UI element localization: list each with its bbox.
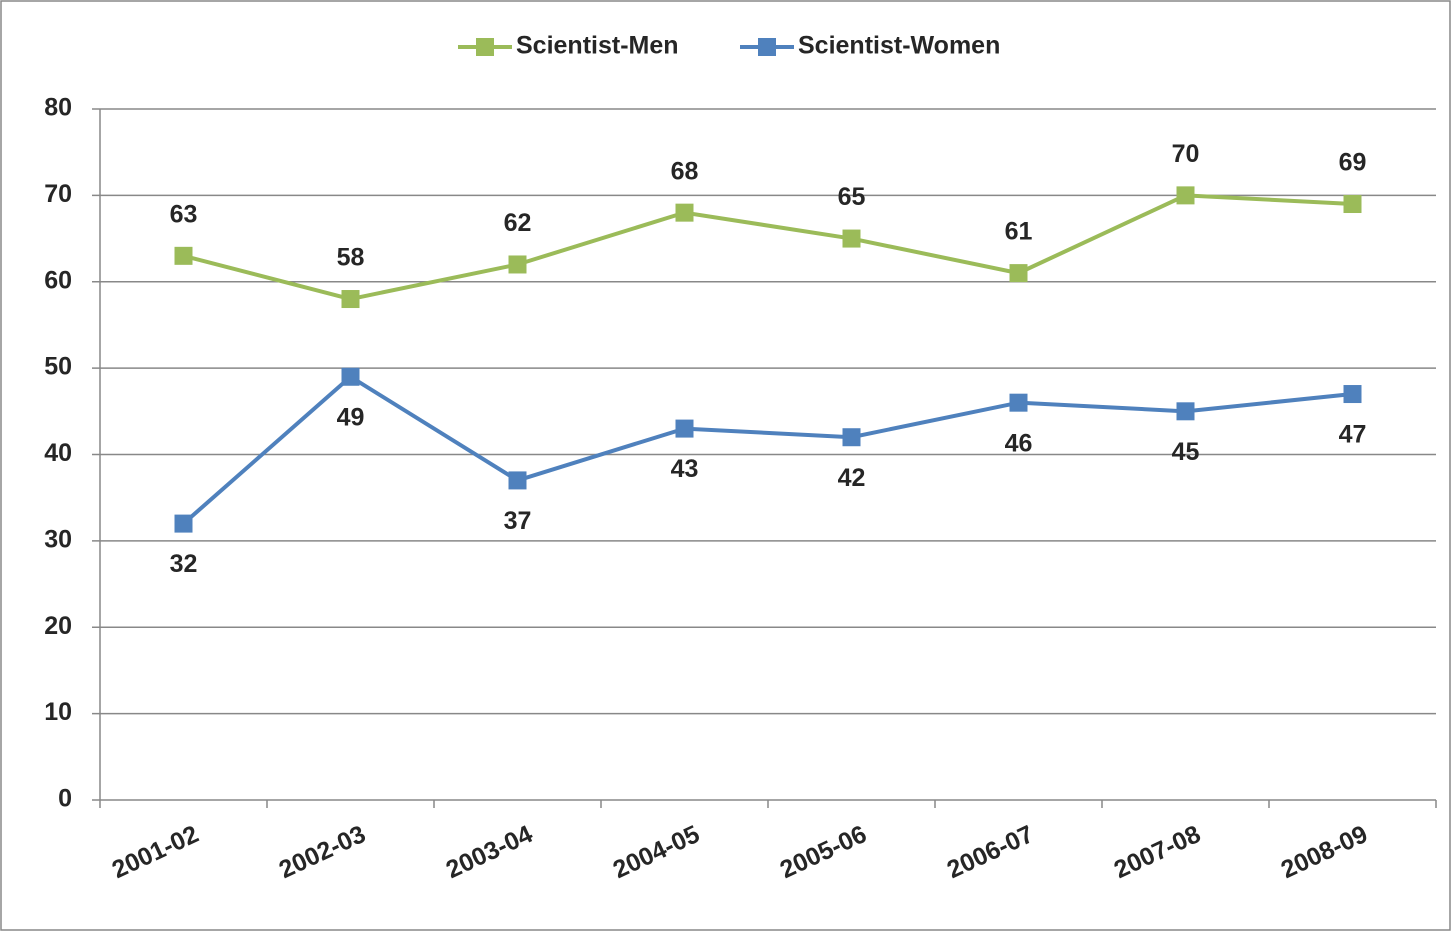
marker (508, 255, 527, 274)
legend-label: Scientist-Men (516, 32, 679, 60)
marker (174, 514, 193, 533)
y-tick-label: 10 (44, 698, 72, 726)
marker (842, 229, 861, 248)
legend-label: Scientist-Women (798, 32, 1000, 60)
data-label: 46 (1005, 429, 1033, 457)
data-label: 61 (1005, 218, 1033, 246)
data-label: 45 (1172, 438, 1200, 466)
data-label: 43 (671, 455, 699, 483)
marker (1176, 186, 1195, 205)
y-tick-label: 50 (44, 353, 72, 381)
series-line (182, 193, 1353, 302)
y-tick-label: 40 (44, 439, 72, 467)
data-label: 37 (504, 507, 532, 535)
marker (341, 290, 360, 309)
data-label: 47 (1339, 421, 1367, 449)
y-tick-label: 80 (44, 94, 72, 122)
y-tick-label: 0 (58, 785, 72, 813)
marker (842, 428, 861, 447)
data-label: 63 (170, 200, 198, 228)
data-label: 62 (504, 209, 532, 237)
data-label: 69 (1339, 149, 1367, 177)
marker (675, 419, 694, 438)
data-label: 32 (170, 550, 198, 578)
data-label: 42 (838, 464, 866, 492)
marker (1009, 264, 1028, 283)
marker (1009, 393, 1028, 412)
marker (675, 203, 694, 222)
data-label: 70 (1172, 140, 1200, 168)
marker (341, 367, 360, 386)
y-tick-label: 70 (44, 180, 72, 208)
data-label: 58 (337, 244, 365, 272)
series-line (182, 374, 1353, 526)
data-label: 49 (337, 403, 365, 431)
y-tick-label: 60 (44, 266, 72, 294)
data-label: 65 (838, 183, 866, 211)
legend-marker (476, 38, 494, 56)
marker (174, 246, 193, 265)
y-tick-label: 30 (44, 525, 72, 553)
marker (1343, 385, 1362, 404)
marker (1176, 402, 1195, 421)
legend-marker (758, 38, 776, 56)
marker (508, 471, 527, 490)
marker (1343, 195, 1362, 214)
data-label: 68 (671, 157, 699, 185)
y-tick-label: 20 (44, 612, 72, 640)
